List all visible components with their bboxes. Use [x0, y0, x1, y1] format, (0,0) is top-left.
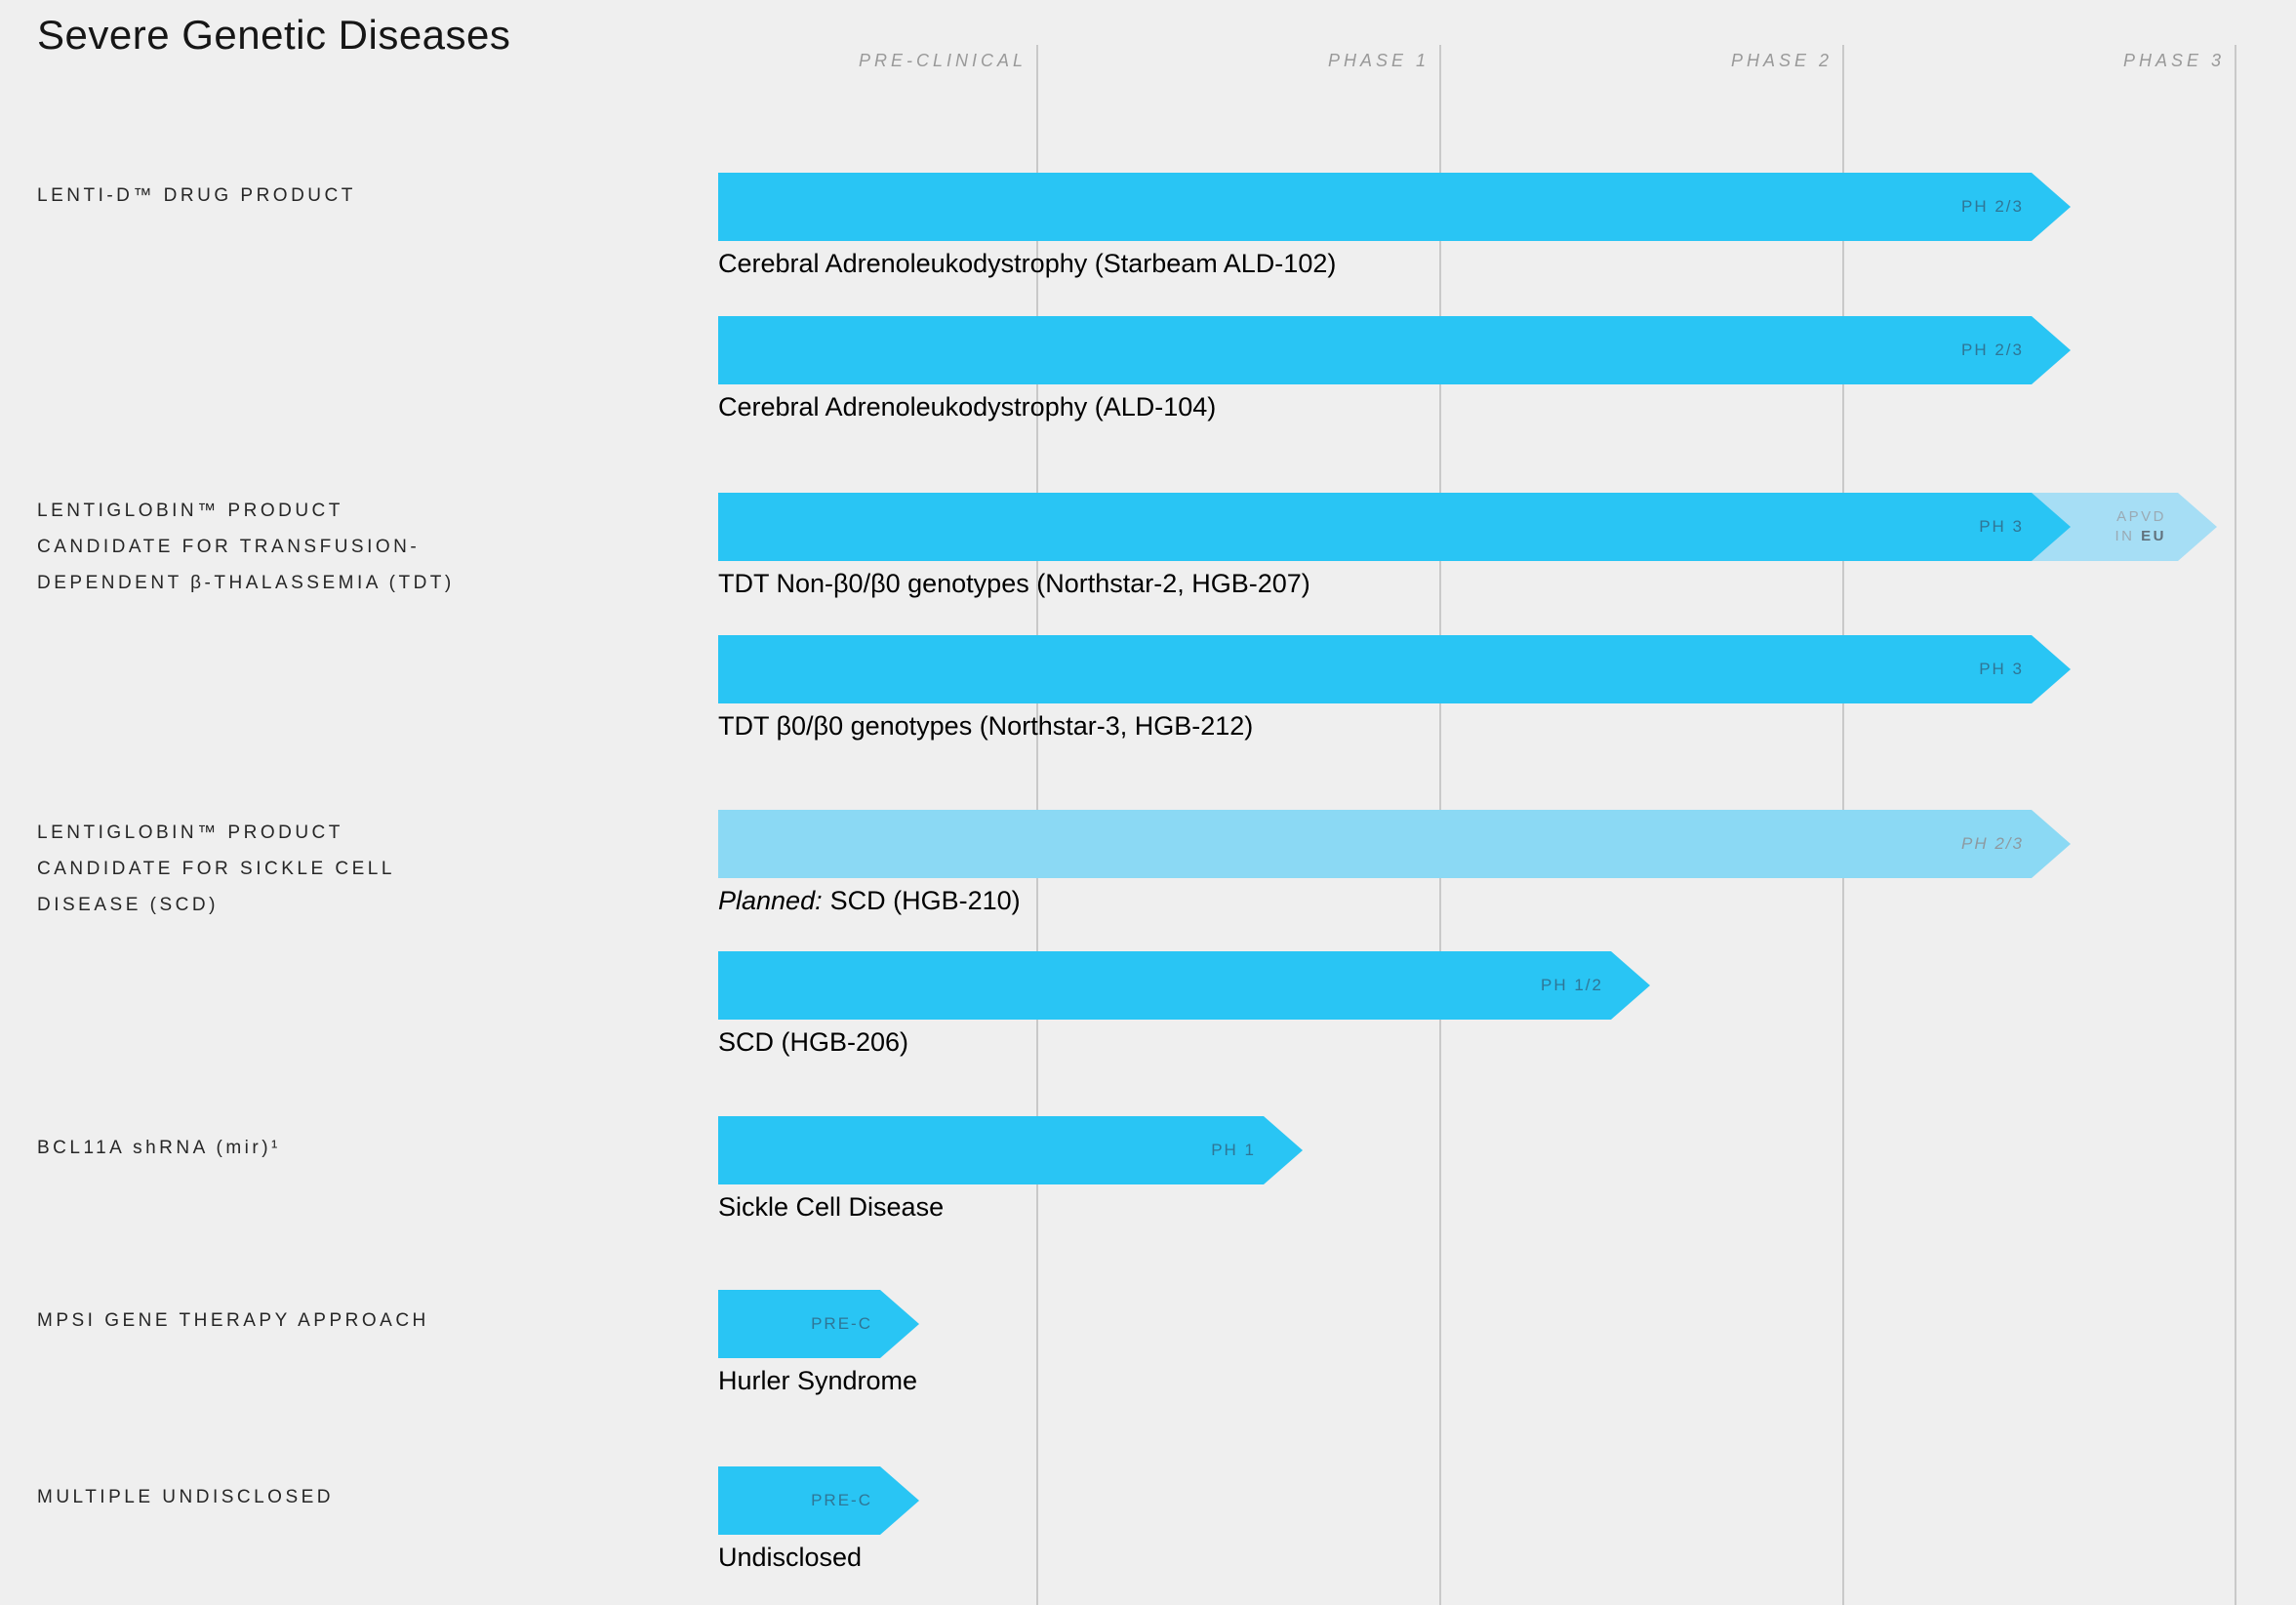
group-label-lentiglobin-scd: LENTIGLOBIN™ PRODUCT CANDIDATE FOR SICKL… [37, 823, 395, 915]
approved-in-eu-label: APVD IN EU [2115, 507, 2166, 546]
pipeline-bar-bcl11a-scd: PH 1 [718, 1116, 1303, 1184]
study-label-sickle-cell-disease: Sickle Cell Disease [718, 1192, 945, 1222]
group-label-multiple-undisclosed: MULTIPLE UNDISCLOSED [37, 1487, 335, 1507]
pipeline-bar-hurler: PRE-C [718, 1290, 919, 1358]
phase-badge: PRE-C [811, 1314, 872, 1333]
study-text: SCD (HGB-210) [829, 886, 1021, 915]
phase-badge: PH 2/3 [1961, 341, 2024, 359]
column-header-phase3: PHASE 3 [2122, 51, 2225, 70]
phase-badge: PH 2/3 [1961, 834, 2024, 853]
pipeline-bar-hgb210-planned: PH 2/3 [718, 810, 2071, 878]
in-text: IN [2115, 528, 2135, 544]
study-label-hurler-syndrome: Hurler Syndrome [718, 1366, 918, 1395]
study-label-undisclosed: Undisclosed [718, 1543, 863, 1572]
phase-badge: PRE-C [811, 1491, 872, 1509]
column-header-preclinical: PRE-CLINICAL [858, 51, 1027, 70]
pipeline-bar-hgb206: PH 1/2 [718, 951, 1650, 1020]
pipeline-bar-ald104: PH 2/3 [718, 316, 2071, 384]
study-label-ald104: Cerebral Adrenoleukodystrophy (ALD-104) [718, 392, 1217, 421]
study-label-hgb212: TDT β0/β0 genotypes (Northstar-3, HGB-21… [718, 711, 1254, 741]
pipeline-bar-hgb212: PH 3 [718, 635, 2071, 703]
page-title: Severe Genetic Diseases [37, 12, 511, 58]
phase-badge: PH 2/3 [1961, 197, 2024, 216]
group-label-mpsi: MPSI GENE THERAPY APPROACH [37, 1310, 429, 1331]
phase-badge: PH 3 [1979, 660, 2024, 678]
gridline-phase3-end [2235, 45, 2236, 1605]
eu-text: EU [2141, 528, 2166, 544]
column-header-phase1: PHASE 1 [1327, 51, 1430, 70]
study-label-hgb207: TDT Non-β0/β0 genotypes (Northstar-2, HG… [718, 569, 1310, 598]
group-label-bcl11a: BCL11A shRNA (mir)¹ [37, 1138, 281, 1158]
pipeline-bar-undisclosed: PRE-C [718, 1466, 919, 1535]
planned-prefix: Planned: [718, 886, 823, 915]
study-label-hgb210: Planned: SCD (HGB-210) [718, 884, 1021, 917]
column-header-phase2: PHASE 2 [1730, 51, 1833, 70]
phase-badge: PH 3 [1979, 517, 2024, 536]
group-label-lenti-d: LENTI-D™ DRUG PRODUCT [37, 185, 356, 206]
apvd-text: APVD [2116, 508, 2166, 525]
phase-badge: PH 1/2 [1541, 976, 1603, 994]
study-label-hgb206: SCD (HGB-206) [718, 1027, 909, 1057]
study-label-ald102: Cerebral Adrenoleukodystrophy (Starbeam … [718, 249, 1337, 278]
group-label-lentiglobin-tdt: LENTIGLOBIN™ PRODUCT CANDIDATE FOR TRANS… [37, 501, 455, 593]
phase-badge: PH 1 [1211, 1141, 1256, 1159]
pipeline-bar-hgb207: PH 3 [718, 493, 2071, 561]
pipeline-bar-ald102: PH 2/3 [718, 173, 2071, 241]
